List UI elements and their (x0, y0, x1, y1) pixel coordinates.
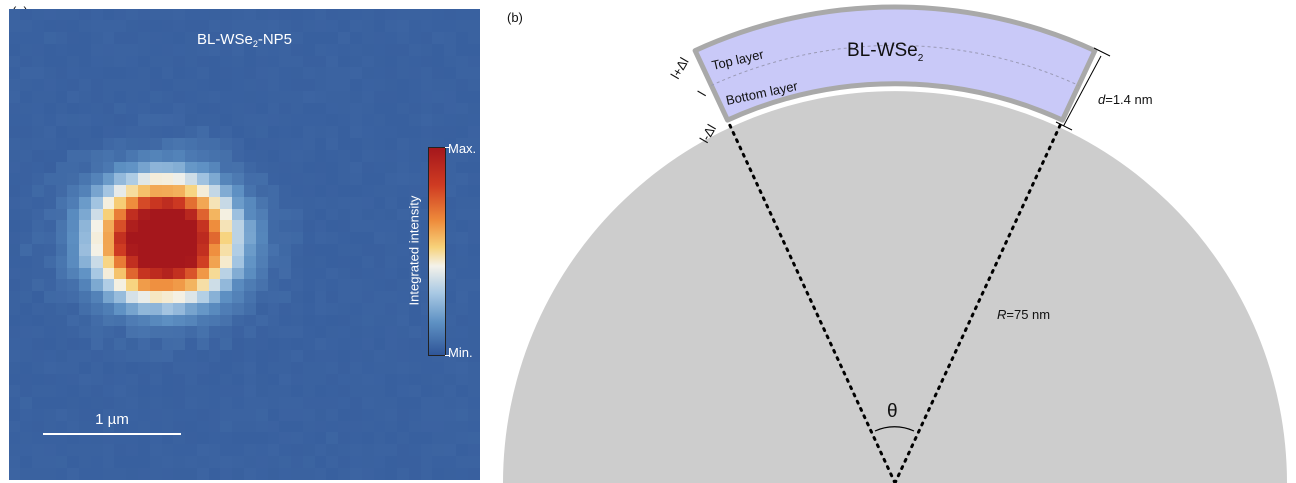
colorbar-min-tick (445, 355, 450, 356)
map-title-main: BL-WSe (196, 31, 253, 48)
shell-title: BL-WSe2 (847, 40, 924, 64)
colorbar-max-label: Max. (448, 141, 477, 156)
thickness-dimension-cap-bottom (1055, 121, 1073, 131)
thickness-value: =1.4 nm (1105, 92, 1152, 107)
thickness-dimension-cap-top (1093, 47, 1111, 57)
thickness-label: d=1.4 nm (1098, 92, 1153, 107)
shell-title-main: BL-WSe (847, 40, 918, 61)
radius-value: =75 nm (1006, 307, 1050, 322)
panel-b-label: (b) (507, 10, 523, 25)
bilayer-shell (692, 4, 1098, 123)
nanoparticle-sphere (503, 91, 1287, 483)
map-title-suffix: -NP5 (257, 31, 293, 48)
panel-a-pl-map: (a) BL-WSe2-NP5 Max. Min. Integrated int… (0, 0, 490, 483)
intensity-heatmap (9, 9, 480, 480)
intensity-map: BL-WSe2-NP5 Max. Min. Integrated intensi… (9, 9, 480, 480)
theta-label: θ (887, 401, 898, 422)
colorbar (428, 147, 446, 356)
radius-line-right (893, 118, 1064, 483)
length-mid-label: l (695, 88, 709, 98)
scale-bar-label: 1 µm (95, 411, 129, 428)
radius-label: R=75 nm (997, 307, 1050, 322)
thickness-variable: d (1098, 92, 1106, 107)
panel-b-shell-diagram: (b) BL-WSe2 Top layer Bottom layer l+Δl … (500, 0, 1296, 483)
length-top-label: l+Δl (668, 55, 692, 82)
colorbar-axis-label-text: Integrated intensity (406, 195, 422, 306)
scale-bar (43, 433, 181, 435)
map-title: BL-WSe2-NP5 (9, 31, 480, 49)
colorbar-max-tick (445, 147, 450, 148)
map-title-subscript: 2 (252, 39, 258, 49)
thickness-dimension-line (1063, 55, 1102, 127)
shell-diagram-svg: (b) BL-WSe2 Top layer Bottom layer l+Δl … (503, 4, 1287, 483)
radius-line-left (726, 118, 897, 483)
radius-variable: R (997, 307, 1006, 322)
shell-title-subscript: 2 (918, 53, 924, 64)
colorbar-min-label: Min. (448, 345, 473, 360)
theta-arc (874, 426, 915, 432)
